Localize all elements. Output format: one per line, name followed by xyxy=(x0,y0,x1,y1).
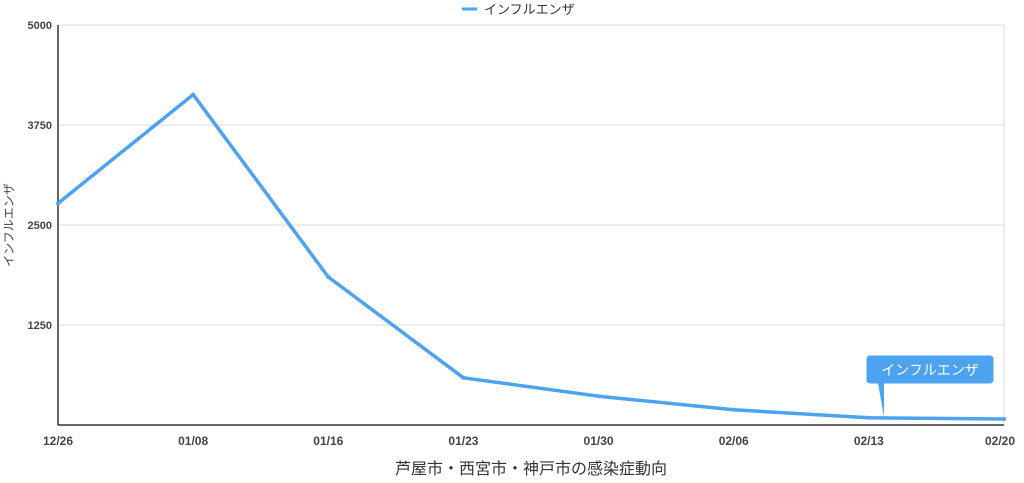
data-point[interactable] xyxy=(56,201,60,206)
x-tick-label: 01/08 xyxy=(178,434,208,448)
callout-label: インフルエンザ xyxy=(881,363,979,379)
y-tick-label: 5000 xyxy=(28,20,52,32)
data-point[interactable] xyxy=(866,415,871,420)
data-point[interactable] xyxy=(461,375,466,380)
series-line[interactable] xyxy=(56,92,1005,421)
x-tick-label: 01/23 xyxy=(448,434,478,448)
x-tick-label: 02/20 xyxy=(985,434,1015,448)
callout-pointer xyxy=(878,383,884,417)
data-point[interactable] xyxy=(596,394,601,399)
data-point[interactable] xyxy=(1002,417,1006,421)
x-tick-label: 02/13 xyxy=(854,434,884,448)
y-tick-label: 2500 xyxy=(28,220,52,232)
x-tick-label: 12/26 xyxy=(43,434,73,448)
x-axis-label: 芦屋市・西宮市・神戸市の感染症動向 xyxy=(395,459,667,478)
x-tick-label: 01/30 xyxy=(584,434,614,448)
data-callout: インフルエンザ xyxy=(865,354,995,417)
y-axis-ticks: 5000 3750 2500 1250 xyxy=(28,20,52,332)
data-point[interactable] xyxy=(191,92,196,97)
gridlines xyxy=(58,24,1005,425)
series-layer xyxy=(56,92,1006,421)
data-point[interactable] xyxy=(326,275,331,279)
x-tick-label: 01/16 xyxy=(313,434,343,448)
y-tick-label: 3750 xyxy=(28,120,52,132)
callout-box xyxy=(865,354,995,385)
y-tick-label: 1250 xyxy=(28,320,52,332)
data-point[interactable] xyxy=(731,407,736,412)
x-tick-label: 02/06 xyxy=(719,434,749,448)
legend[interactable]: インフルエンザ xyxy=(462,3,575,18)
x-axis-ticks: 12/26 01/08 01/16 01/23 01/30 02/06 02/13 02/20 xyxy=(43,434,1015,448)
legend-label: インフルエンザ xyxy=(484,3,575,18)
y-axis-label: インフルエンザ xyxy=(2,183,16,267)
